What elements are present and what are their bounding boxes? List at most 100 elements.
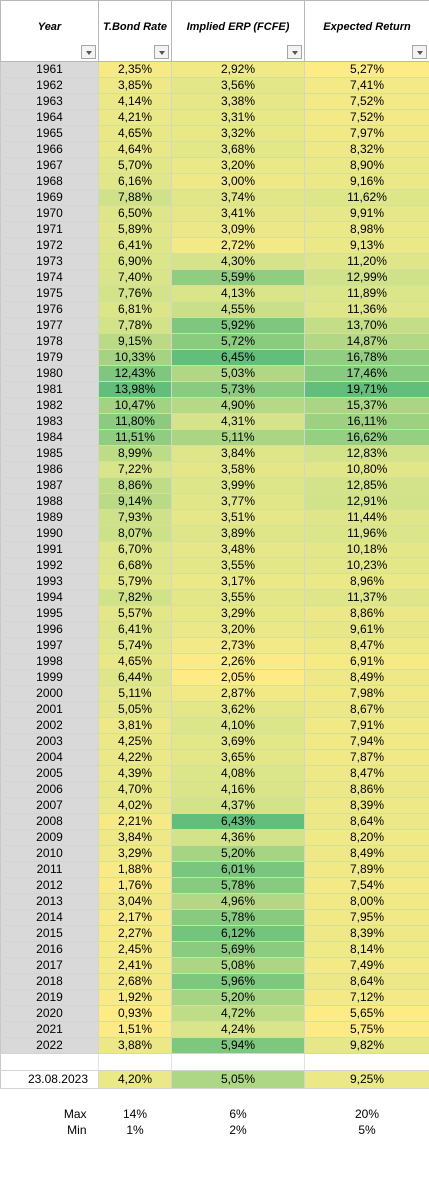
erp-cell[interactable]: 5,78% [171,909,305,926]
expected-return-cell[interactable]: 8,39% [304,925,429,942]
erp-cell[interactable]: 5,59% [171,269,305,286]
expected-return-cell[interactable]: 7,89% [304,861,429,878]
erp-cell[interactable]: 3,00% [171,173,305,190]
year-cell[interactable]: 1980 [0,365,99,382]
erp-cell[interactable]: 2,05% [171,669,305,686]
year-cell[interactable]: 1984 [0,429,99,446]
year-cell[interactable]: 1968 [0,173,99,190]
tbond-cell[interactable]: 7,88% [98,189,172,206]
expected-return-cell[interactable]: 8,32% [304,141,429,158]
blank-cell[interactable] [171,1053,305,1071]
tbond-cell[interactable]: 9,15% [98,333,172,350]
filter-dropdown-year[interactable] [81,45,96,59]
year-cell[interactable]: 2000 [0,685,99,702]
tbond-cell[interactable]: 6,41% [98,237,172,254]
tbond-cell[interactable]: 5,57% [98,605,172,622]
erp-cell[interactable]: 5,72% [171,333,305,350]
year-cell[interactable]: 2003 [0,733,99,750]
summary-min-tbond[interactable]: 1% [98,1122,172,1139]
year-cell[interactable]: 1996 [0,621,99,638]
year-cell[interactable]: 1987 [0,477,99,494]
year-cell[interactable]: 1967 [0,157,99,174]
expected-return-cell[interactable]: 12,83% [304,445,429,462]
expected-return-cell[interactable]: 8,64% [304,973,429,990]
erp-cell[interactable]: 6,01% [171,861,305,878]
erp-cell[interactable]: 3,20% [171,157,305,174]
filter-dropdown-expected-return[interactable] [412,45,427,59]
year-cell[interactable]: 1989 [0,509,99,526]
tbond-cell[interactable]: 6,16% [98,173,172,190]
erp-cell[interactable]: 3,74% [171,189,305,206]
expected-return-cell[interactable]: 9,16% [304,173,429,190]
erp-cell[interactable]: 4,10% [171,717,305,734]
year-cell[interactable]: 2004 [0,749,99,766]
tbond-cell[interactable]: 4,65% [98,653,172,670]
tbond-cell[interactable]: 5,79% [98,573,172,590]
expected-return-cell[interactable]: 12,85% [304,477,429,494]
year-cell[interactable]: 1962 [0,77,99,94]
expected-return-cell[interactable]: 7,97% [304,125,429,142]
blank-cell[interactable] [304,1088,429,1107]
filter-dropdown-erp[interactable] [287,45,302,59]
tbond-cell[interactable]: 3,81% [98,717,172,734]
erp-cell[interactable]: 3,68% [171,141,305,158]
erp-cell[interactable]: 4,72% [171,1005,305,1022]
expected-return-cell[interactable]: 7,41% [304,77,429,94]
expected-return-cell[interactable]: 7,12% [304,989,429,1006]
erp-cell[interactable]: 2,73% [171,637,305,654]
erp-cell[interactable]: 5,11% [171,429,305,446]
year-cell[interactable]: 2001 [0,701,99,718]
expected-return-cell[interactable]: 7,95% [304,909,429,926]
year-cell[interactable]: 1986 [0,461,99,478]
year-cell[interactable]: 1972 [0,237,99,254]
year-cell[interactable]: 2021 [0,1021,99,1038]
tbond-cell[interactable]: 3,29% [98,845,172,862]
expected-return-cell[interactable]: 5,27% [304,61,429,78]
expected-return-cell[interactable]: 11,96% [304,525,429,542]
summary-min-expected-return[interactable]: 5% [304,1122,429,1139]
erp-cell[interactable]: 5,03% [171,365,305,382]
year-cell[interactable]: 2019 [0,989,99,1006]
tbond-cell[interactable]: 5,74% [98,637,172,654]
filter-dropdown-tbond[interactable] [154,45,169,59]
tbond-cell[interactable]: 6,81% [98,301,172,318]
erp-cell[interactable]: 3,41% [171,205,305,222]
tbond-cell[interactable]: 4,02% [98,797,172,814]
expected-return-cell[interactable]: 8,86% [304,605,429,622]
year-cell[interactable]: 1995 [0,605,99,622]
tbond-cell[interactable]: 7,93% [98,509,172,526]
tbond-cell[interactable]: 10,33% [98,349,172,366]
tbond-cell[interactable]: 4,25% [98,733,172,750]
year-cell[interactable]: 1979 [0,349,99,366]
expected-return-cell[interactable]: 8,90% [304,157,429,174]
tbond-cell[interactable]: 3,04% [98,893,172,910]
erp-cell[interactable]: 3,56% [171,77,305,94]
year-cell[interactable]: 1973 [0,253,99,270]
tbond-cell[interactable]: 7,40% [98,269,172,286]
erp-cell[interactable]: 3,55% [171,557,305,574]
expected-return-cell[interactable]: 7,52% [304,109,429,126]
blank-cell[interactable] [0,1053,99,1071]
tbond-cell[interactable]: 2,68% [98,973,172,990]
expected-return-cell[interactable]: 16,62% [304,429,429,446]
expected-return-cell[interactable]: 9,13% [304,237,429,254]
expected-return-cell[interactable]: 16,11% [304,413,429,430]
expected-return-cell[interactable]: 10,23% [304,557,429,574]
tbond-cell[interactable]: 1,51% [98,1021,172,1038]
tbond-cell[interactable]: 3,84% [98,829,172,846]
year-cell[interactable]: 1994 [0,589,99,606]
erp-cell[interactable]: 3,69% [171,733,305,750]
tbond-cell[interactable]: 7,76% [98,285,172,302]
tbond-cell[interactable]: 6,70% [98,541,172,558]
expected-return-cell[interactable]: 8,47% [304,637,429,654]
year-cell[interactable]: 1974 [0,269,99,286]
erp-cell[interactable]: 2,26% [171,653,305,670]
tbond-cell[interactable]: 4,39% [98,765,172,782]
year-cell[interactable]: 1976 [0,301,99,318]
expected-return-cell[interactable]: 11,20% [304,253,429,270]
tbond-cell[interactable]: 4,70% [98,781,172,798]
summary-max-tbond[interactable]: 14% [98,1106,172,1123]
erp-cell[interactable]: 3,55% [171,589,305,606]
erp-cell[interactable]: 5,92% [171,317,305,334]
current-expected-return-cell[interactable]: 9,25% [304,1070,429,1089]
